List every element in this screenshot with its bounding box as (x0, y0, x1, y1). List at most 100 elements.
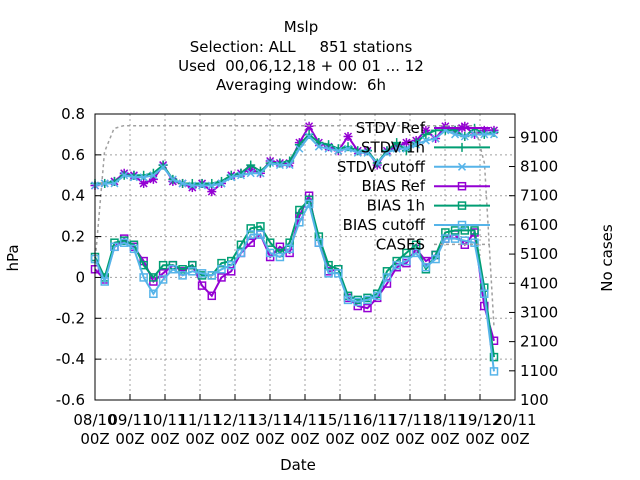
x-tick-label: 00Z (80, 430, 109, 448)
marker-stroke (363, 148, 372, 157)
data-point (197, 281, 207, 290)
marker-stroke (236, 171, 246, 180)
data-point (149, 171, 158, 180)
data-point (295, 205, 304, 215)
data-point (411, 240, 421, 249)
data-point (441, 228, 450, 237)
y-tick-label: 0 (75, 268, 85, 286)
marker-stroke (343, 144, 353, 153)
x-tick-label: 12/11 (213, 411, 256, 429)
data-point (178, 271, 187, 280)
data-point (334, 269, 343, 278)
x-tick-label: 00Z (185, 430, 214, 448)
data-point (110, 242, 119, 252)
data-point (401, 138, 411, 148)
x-tick-label: 00Z (150, 430, 179, 448)
x-tick-label: 00Z (290, 430, 319, 448)
data-point (450, 226, 460, 235)
data-point (265, 238, 275, 247)
data-point (460, 132, 469, 141)
x-tick-label: 00Z (430, 430, 459, 448)
data-point (343, 295, 353, 305)
y-tick-label: 0.4 (61, 187, 85, 205)
y-tick-label: 0.6 (61, 146, 85, 164)
y2-tick-label: 2100 (520, 333, 558, 351)
data-point (382, 148, 391, 157)
data-point (489, 130, 499, 139)
data-point (120, 171, 129, 180)
data-point (324, 140, 334, 150)
x-tick-label: 14/11 (283, 411, 326, 429)
x-tick-label: 08/10 (73, 411, 116, 429)
data-point (305, 132, 314, 141)
data-point (217, 265, 226, 274)
x-tick-label: 00Z (325, 430, 354, 448)
y2-tick-label: 7100 (520, 187, 558, 205)
legend-label: CASES (376, 235, 425, 253)
data-point (119, 238, 129, 247)
marker-stroke (314, 142, 323, 151)
x-tick-label: 19/12 (458, 411, 501, 429)
data-point (334, 146, 343, 155)
marker-stroke (305, 132, 314, 141)
data-point (314, 238, 324, 247)
data-point (489, 367, 499, 376)
data-point (149, 273, 158, 282)
y2-tick-label: 6100 (520, 216, 558, 234)
data-point (129, 173, 138, 182)
data-point (207, 178, 217, 188)
marker-stroke (324, 144, 333, 153)
legend-label: STDV Ref (356, 119, 426, 137)
series-layer (90, 121, 499, 376)
y2-axis-label: No cases (598, 224, 616, 292)
data-point (457, 162, 467, 171)
marker-stroke (353, 148, 362, 157)
legend-label: BIAS 1h (367, 197, 425, 215)
marker-stroke (295, 144, 304, 153)
x-tick-label: 00Z (360, 430, 389, 448)
x-tick-label: 11/11 (178, 411, 221, 429)
data-point (457, 181, 467, 191)
data-point (489, 127, 499, 137)
marker-stroke (285, 161, 294, 170)
title-line: Averaging window: 6h (216, 76, 386, 94)
marker-stroke (227, 173, 236, 182)
series-line (94, 124, 495, 328)
y2-tick-label: 5100 (520, 245, 558, 263)
marker-stroke (217, 179, 226, 188)
data-point (100, 179, 109, 188)
data-point (139, 178, 149, 188)
axes: 0.8 0.6 0.4 0.2 0 -0.2 -0.4 -0.6 9100 8100 7100 610… (56, 105, 558, 448)
series-line (94, 192, 495, 342)
data-point (343, 131, 353, 141)
legend-label: BIAS Ref (361, 177, 425, 195)
marker-stroke (457, 162, 467, 171)
data-point (217, 179, 226, 188)
marker-stroke (178, 179, 187, 188)
marker-stroke (392, 144, 401, 153)
data-point (451, 130, 460, 139)
y2-tick-label: 8100 (520, 158, 558, 176)
marker-stroke (373, 158, 382, 168)
data-point (402, 256, 411, 266)
marker-stroke (159, 163, 168, 172)
data-point (236, 171, 246, 180)
data-point (295, 144, 304, 153)
marker-stroke (275, 161, 284, 170)
marker-stroke (256, 169, 265, 178)
marker-stroke (334, 146, 343, 155)
x-tick-label: 00Z (115, 430, 144, 448)
plot-frame (94, 113, 516, 401)
series-cases (94, 124, 495, 328)
data-point (431, 254, 440, 264)
y-axis-label: hPa (4, 244, 22, 271)
x-tick-label: 09/11 (108, 411, 151, 429)
data-point (188, 260, 197, 270)
data-point (149, 289, 158, 299)
data-point (139, 173, 148, 182)
data-point (411, 248, 421, 258)
data-point (139, 273, 148, 282)
data-point (421, 129, 431, 139)
marker-stroke (110, 179, 119, 188)
